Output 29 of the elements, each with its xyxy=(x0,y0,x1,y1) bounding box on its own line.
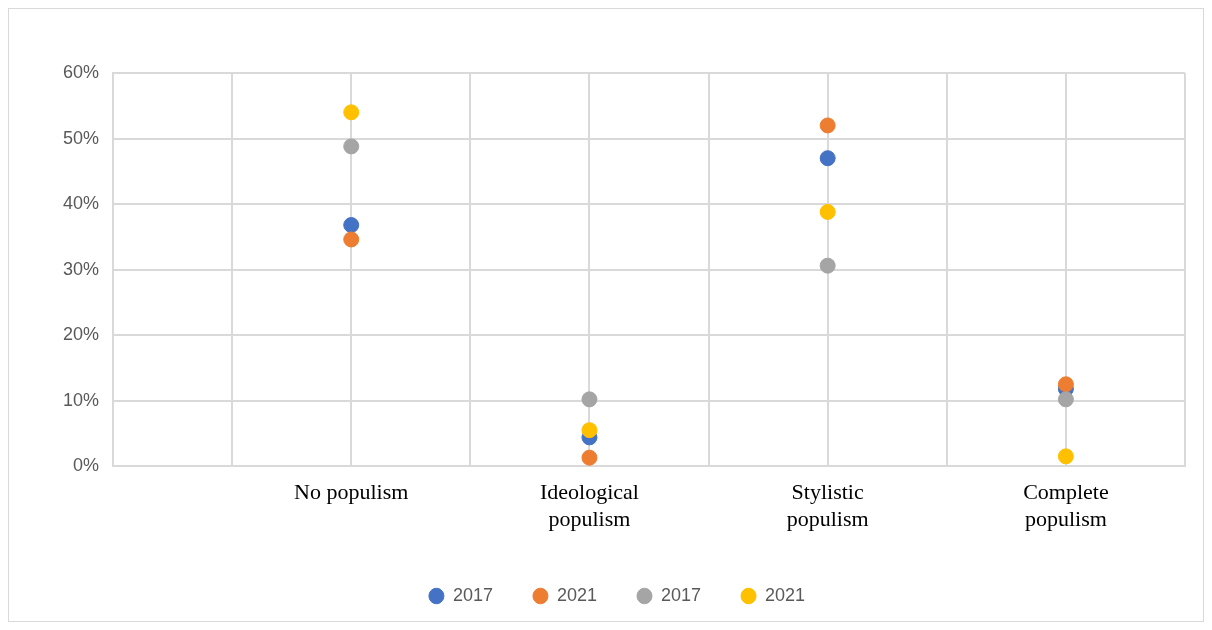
point xyxy=(581,391,598,408)
legend-label: 2017 xyxy=(452,584,493,605)
point xyxy=(819,117,836,134)
x-tick-label: Ideological populism xyxy=(539,479,639,531)
point xyxy=(1057,391,1074,408)
point xyxy=(343,138,360,155)
point xyxy=(581,449,598,466)
point xyxy=(1057,448,1074,465)
legend-label: 2017 xyxy=(661,584,702,605)
x-tick-label: Stylistic populism xyxy=(786,479,869,531)
point xyxy=(819,203,836,220)
y-tick-label: 50% xyxy=(63,127,100,148)
y-tick-label: 10% xyxy=(63,389,100,410)
legend-label: 2021 xyxy=(765,584,806,605)
point xyxy=(343,104,360,121)
x-tick-label: Complete populism xyxy=(1023,479,1109,531)
y-tick-label: 40% xyxy=(63,193,100,214)
y-tick-label: 0% xyxy=(73,455,100,476)
y-tick-label: 20% xyxy=(63,324,100,345)
y-tick-label: 60% xyxy=(63,61,100,82)
point xyxy=(819,257,836,274)
point xyxy=(581,422,598,439)
point xyxy=(1057,376,1074,393)
legend-label: 2021 xyxy=(556,584,597,605)
y-tick-label: 30% xyxy=(63,258,100,279)
x-tick-label: No populism xyxy=(294,479,409,505)
point xyxy=(343,217,360,234)
point xyxy=(819,150,836,167)
point xyxy=(343,231,360,248)
